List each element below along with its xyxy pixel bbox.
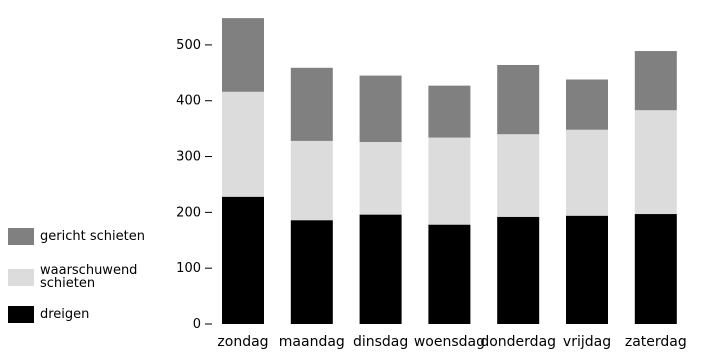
x-label-dinsdag: dinsdag xyxy=(353,334,408,350)
bar-maandag-gericht-schieten xyxy=(290,67,333,141)
x-label-vrijdag: vrijdag xyxy=(563,334,611,350)
bar-zondag-waarschuwend-schieten xyxy=(222,91,264,197)
bar-woensdag-waarschuwend-schieten xyxy=(428,137,471,225)
bar-donderdag-waarschuwend-schieten xyxy=(497,134,540,217)
legend-label-waarschuwend-schieten: waarschuwend schieten xyxy=(40,263,138,291)
x-label-woensdag: woensdag xyxy=(414,334,485,350)
bar-zondag-dreigen xyxy=(222,196,264,324)
bar-vrijdag-waarschuwend-schieten xyxy=(566,129,608,216)
legend-item-gericht-schieten: gericht schieten xyxy=(8,228,145,245)
bar-zaterdag-dreigen xyxy=(634,214,677,324)
y-tick-label-500: 500 xyxy=(176,38,201,53)
bar-donderdag-gericht-schieten xyxy=(497,64,540,135)
bar-zaterdag-gericht-schieten xyxy=(634,51,677,111)
x-label-zondag: zondag xyxy=(217,334,268,350)
legend-swatch-waarschuwend-schieten xyxy=(8,268,34,286)
y-tick-label-300: 300 xyxy=(176,150,201,165)
bar-vrijdag-dreigen xyxy=(566,215,608,324)
legend-swatch-dreigen xyxy=(8,306,34,323)
legend-item-waarschuwend-schieten: waarschuwend schieten xyxy=(8,264,137,290)
bar-vrijdag-gericht-schieten xyxy=(566,79,608,130)
x-label-zaterdag: zaterdag xyxy=(625,334,687,350)
bars xyxy=(222,18,677,324)
bar-maandag-waarschuwend-schieten xyxy=(290,140,333,221)
y-tick-label-100: 100 xyxy=(176,261,201,276)
x-label-maandag: maandag xyxy=(279,334,345,350)
bar-dinsdag-waarschuwend-schieten xyxy=(359,142,402,215)
bar-dinsdag-dreigen xyxy=(359,214,402,324)
y-axis: 0 100 200 300 400 500 xyxy=(176,38,212,332)
bar-zondag-gericht-schieten xyxy=(222,18,264,92)
legend-label-dreigen: dreigen xyxy=(40,307,90,322)
y-tick-label-0: 0 xyxy=(193,317,201,332)
legend-label-gericht-schieten: gericht schieten xyxy=(40,229,145,244)
y-tick-label-400: 400 xyxy=(176,94,201,109)
bar-zaterdag-waarschuwend-schieten xyxy=(634,110,677,215)
legend-item-dreigen: dreigen xyxy=(8,306,89,323)
bar-maandag-dreigen xyxy=(290,220,333,324)
legend-swatch-gericht-schieten xyxy=(8,228,34,245)
bar-dinsdag-gericht-schieten xyxy=(359,75,402,143)
y-tick-label-200: 200 xyxy=(176,205,201,220)
x-label-donderdag: donderdag xyxy=(480,334,556,350)
bar-donderdag-dreigen xyxy=(497,216,540,324)
bar-woensdag-gericht-schieten xyxy=(428,85,471,138)
bar-woensdag-dreigen xyxy=(428,224,471,324)
